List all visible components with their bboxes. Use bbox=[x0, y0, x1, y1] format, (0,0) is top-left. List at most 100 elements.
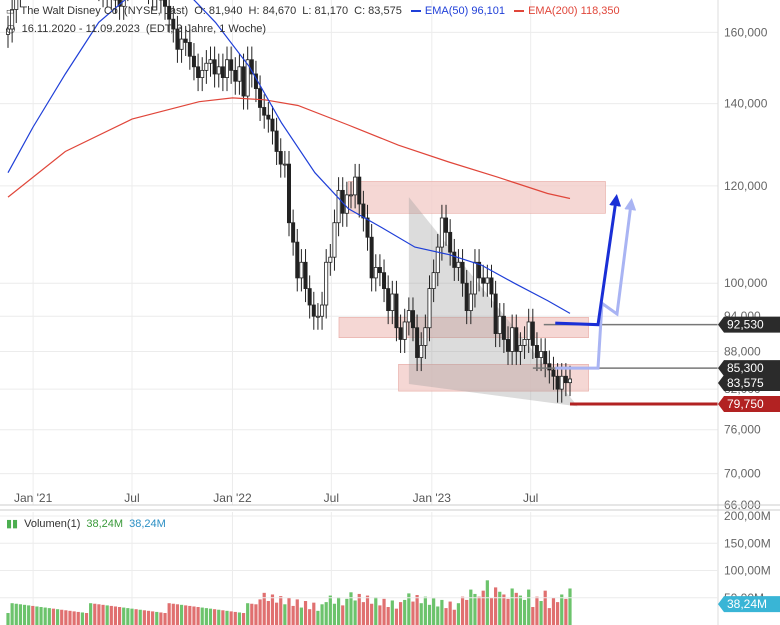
volume-bar bbox=[192, 606, 196, 625]
volume-bar bbox=[188, 605, 192, 625]
candle-body bbox=[464, 282, 469, 311]
instrument-icon: ▭ bbox=[6, 6, 15, 16]
candle-body bbox=[522, 339, 527, 346]
candle-body bbox=[477, 261, 482, 279]
volume-bar bbox=[254, 604, 258, 625]
ema200-legend[interactable]: EMA(200) 118,350 bbox=[514, 5, 620, 17]
candle-body bbox=[183, 38, 188, 43]
candle-body bbox=[361, 203, 366, 219]
price-tag: 85,300 bbox=[727, 361, 764, 375]
candle-body bbox=[245, 59, 250, 97]
volume-bar bbox=[126, 608, 130, 625]
candle-body bbox=[551, 369, 556, 377]
candle-body bbox=[427, 288, 432, 329]
candle-body bbox=[324, 261, 329, 306]
volume-bar bbox=[299, 607, 303, 625]
candle-body bbox=[547, 363, 552, 371]
volume-bar bbox=[547, 608, 551, 625]
volume-bar bbox=[175, 604, 180, 625]
volume-bar bbox=[163, 613, 167, 625]
volume-bar bbox=[31, 605, 35, 625]
volume-bar bbox=[436, 606, 440, 625]
volume-bar bbox=[93, 603, 97, 625]
y-tick-label: 70,000 bbox=[724, 467, 761, 481]
candle-body bbox=[410, 310, 415, 329]
header-line-1: ▭ The Walt Disney Co. (NYSE, Last) O: 81,9… bbox=[6, 5, 626, 17]
scenario-arrows bbox=[555, 194, 637, 370]
volume-bar bbox=[324, 602, 328, 625]
volume-bar bbox=[341, 605, 345, 625]
low-value: L: 81,170 bbox=[302, 5, 349, 17]
time-axis: Jan '21 Jul Jan '22 Jul Jan '23 Jul bbox=[0, 491, 780, 511]
volume-bar bbox=[89, 603, 93, 625]
volume-bar bbox=[556, 602, 560, 625]
candle-body bbox=[196, 66, 201, 78]
volume-bar bbox=[250, 603, 254, 625]
x-tick-label: Jul bbox=[124, 491, 139, 505]
candle-body bbox=[332, 222, 337, 258]
candle-body bbox=[398, 327, 403, 340]
volume-bar bbox=[27, 605, 31, 625]
volume-bar bbox=[64, 610, 68, 625]
volume-bar bbox=[117, 607, 122, 625]
volume-bar bbox=[312, 602, 316, 625]
volume-bar bbox=[370, 603, 374, 625]
clock-icon: ◷ bbox=[6, 23, 16, 35]
candle-body bbox=[431, 272, 436, 289]
ema50-legend[interactable]: EMA(50) 96,101 bbox=[410, 5, 505, 17]
volume-header: ▮▮ Volumen(1) 38,24M 38,24M bbox=[6, 517, 172, 530]
volume-bar bbox=[432, 598, 436, 625]
candle-body bbox=[406, 310, 411, 323]
volume-last-tag-bg bbox=[718, 596, 780, 613]
volume-bar bbox=[130, 608, 134, 625]
volume-bar bbox=[303, 601, 308, 625]
volume-bar bbox=[386, 607, 390, 625]
candle-body bbox=[444, 217, 449, 233]
volume-bar bbox=[221, 610, 225, 625]
volume-value-blue: 38,24M bbox=[129, 518, 166, 530]
candle-body bbox=[282, 163, 287, 166]
volume-bar bbox=[179, 604, 184, 625]
volume-bar bbox=[506, 598, 510, 625]
candle-body bbox=[539, 351, 544, 358]
volume-bar bbox=[498, 591, 502, 625]
volume-bar bbox=[332, 603, 337, 625]
volume-bar bbox=[122, 607, 126, 625]
candle-body bbox=[563, 375, 568, 384]
candle-body bbox=[163, 0, 168, 7]
candle-body bbox=[423, 327, 428, 346]
volume-bar bbox=[560, 594, 564, 625]
ema200-value: 118,350 bbox=[580, 5, 620, 17]
volume-bar bbox=[184, 605, 188, 625]
volume-bar bbox=[365, 595, 370, 625]
volume-bar bbox=[213, 609, 217, 625]
candle-body bbox=[468, 293, 473, 311]
volume-bar bbox=[469, 589, 473, 625]
candle-body bbox=[456, 261, 461, 268]
candle-body bbox=[526, 321, 531, 340]
volume-bar bbox=[514, 592, 518, 625]
volume-bar bbox=[146, 610, 151, 625]
volume-value-green: 38,24M bbox=[86, 518, 124, 530]
candle-body bbox=[353, 176, 358, 196]
candle-body bbox=[274, 130, 279, 152]
volume-bar bbox=[543, 590, 547, 625]
volume-bar bbox=[262, 592, 266, 625]
volume-bar bbox=[80, 612, 84, 625]
volume-bar bbox=[258, 599, 262, 625]
volume-bar bbox=[295, 599, 299, 625]
volume-bar bbox=[353, 600, 357, 625]
candle-body bbox=[377, 267, 382, 274]
volume-bar bbox=[349, 592, 353, 625]
volume-bar bbox=[382, 598, 386, 625]
candle-body bbox=[460, 261, 465, 284]
candle-body bbox=[419, 345, 424, 358]
candle-body bbox=[543, 351, 548, 365]
volume-bar bbox=[138, 609, 142, 625]
volume-bar bbox=[361, 602, 365, 625]
candle-body bbox=[220, 66, 225, 78]
candle-body bbox=[506, 339, 511, 352]
volume-bar bbox=[113, 606, 118, 625]
candle-body bbox=[493, 293, 498, 334]
